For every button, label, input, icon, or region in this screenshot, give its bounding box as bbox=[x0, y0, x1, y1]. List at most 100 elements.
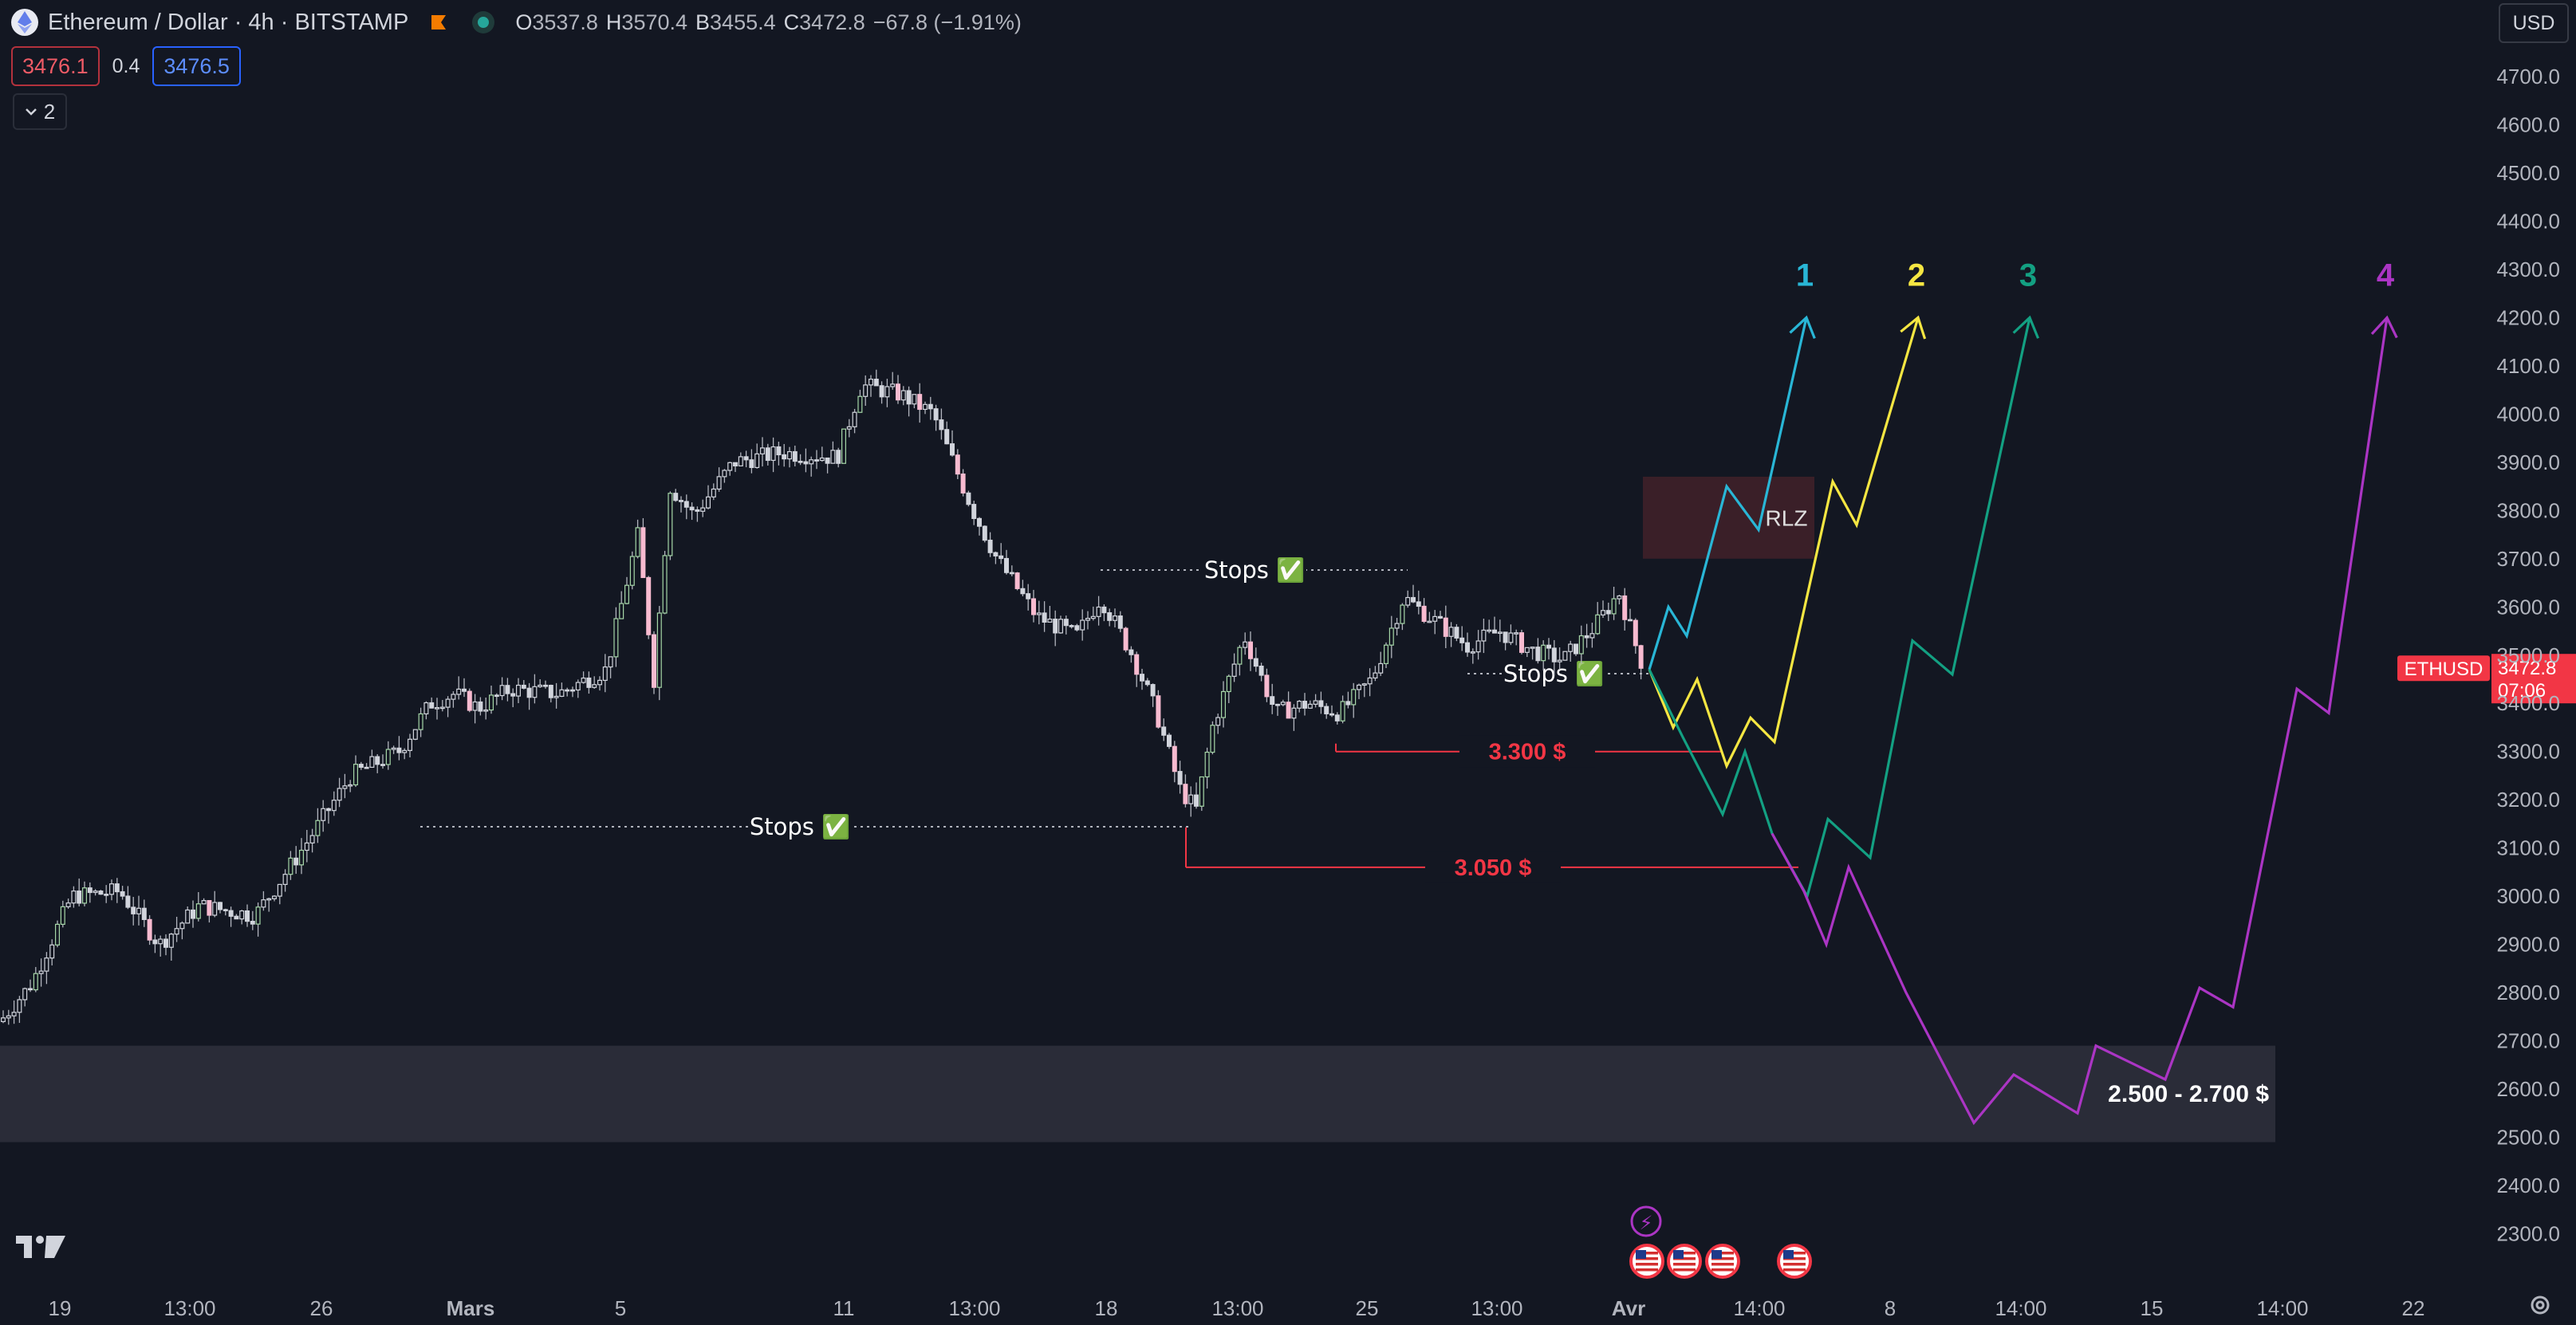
candle-body bbox=[705, 496, 711, 509]
candle-body bbox=[44, 957, 49, 972]
candle-body bbox=[412, 729, 418, 740]
symbol-tag-label: ETHUSD bbox=[2405, 659, 2483, 680]
candle-body bbox=[218, 902, 223, 910]
candle-body bbox=[418, 713, 423, 730]
stops-label-bg bbox=[748, 811, 852, 843]
x-tick-label: 14:00 bbox=[1995, 1296, 2046, 1320]
indicators-toggle-button[interactable]: 2 bbox=[13, 93, 67, 130]
candle-body bbox=[1009, 572, 1014, 575]
candle-body bbox=[478, 701, 483, 712]
candle-body bbox=[1568, 643, 1574, 652]
candle-body bbox=[629, 556, 635, 586]
candle-body bbox=[1, 1017, 6, 1023]
candle-body bbox=[87, 887, 93, 894]
candle-body bbox=[575, 682, 581, 691]
candle-body bbox=[879, 385, 884, 398]
candle-body bbox=[385, 749, 391, 765]
candle-body bbox=[152, 939, 158, 945]
candle-body bbox=[689, 506, 695, 511]
candle-body bbox=[1617, 595, 1622, 600]
y-tick-label: 2800.0 bbox=[2496, 981, 2560, 1005]
candle-body bbox=[939, 419, 944, 431]
candle-body bbox=[1156, 695, 1161, 728]
candle-body bbox=[1026, 593, 1031, 600]
candle-body bbox=[434, 706, 439, 710]
settings-gear-icon[interactable] bbox=[2527, 1292, 2554, 1319]
candle-body bbox=[1237, 647, 1243, 665]
flag-stripe bbox=[1673, 1252, 1696, 1255]
candle-body bbox=[1193, 794, 1199, 807]
y-tick-label: 3800.0 bbox=[2496, 498, 2560, 522]
flag-stripe bbox=[1673, 1268, 1696, 1272]
candle-body bbox=[1258, 665, 1264, 676]
candle-body bbox=[510, 693, 516, 697]
level-label: 3.050 $ bbox=[1455, 855, 1532, 881]
candle-body bbox=[1286, 702, 1291, 719]
candle-body bbox=[1291, 707, 1297, 719]
support-zone-label: 2.500 - 2.700 $ bbox=[2108, 1081, 2269, 1107]
candle-body bbox=[624, 584, 629, 604]
candle-body bbox=[987, 539, 993, 553]
stops-label: Stops ✅ bbox=[1503, 660, 1604, 687]
x-tick-label: 13:00 bbox=[948, 1296, 1000, 1320]
candle-body bbox=[282, 874, 288, 885]
candle-body bbox=[201, 900, 207, 905]
candle-body bbox=[451, 694, 456, 700]
candle-body bbox=[1177, 771, 1183, 785]
candle-body bbox=[1487, 629, 1492, 632]
projection-label-2: 2 bbox=[1908, 258, 1925, 293]
tradingview-logo-icon[interactable] bbox=[14, 1233, 67, 1261]
candle-body bbox=[1220, 690, 1226, 718]
sell-button[interactable]: 3476.1 bbox=[11, 46, 100, 86]
candle-body bbox=[1584, 635, 1589, 639]
candle-body bbox=[11, 1012, 17, 1016]
flag-stripe bbox=[1711, 1268, 1734, 1272]
candle-body bbox=[1459, 637, 1465, 643]
candle-body bbox=[423, 702, 429, 715]
candle-body bbox=[1383, 644, 1388, 664]
candle-body bbox=[1367, 677, 1373, 685]
candle-body bbox=[326, 808, 332, 812]
x-tick-label: 14:00 bbox=[2256, 1296, 2308, 1320]
candle-body bbox=[683, 501, 689, 508]
buy-button[interactable]: 3476.5 bbox=[152, 46, 241, 86]
candle-body bbox=[1503, 631, 1508, 643]
candle-body bbox=[743, 456, 749, 461]
candle-body bbox=[982, 525, 987, 541]
symbol-title[interactable]: Ethereum / Dollar · 4h · BITSTAMP bbox=[48, 9, 409, 35]
candle-body bbox=[565, 689, 570, 692]
flag-icon[interactable] bbox=[429, 13, 448, 32]
last-price-value: 3472.8 bbox=[2498, 658, 2556, 679]
candle-body bbox=[288, 857, 293, 875]
candle-body bbox=[120, 891, 125, 897]
candle-body bbox=[825, 457, 830, 464]
candle-body bbox=[1605, 610, 1611, 615]
candle-body bbox=[1546, 644, 1551, 649]
flag-stripe bbox=[1636, 1268, 1658, 1272]
y-tick-label: 3600.0 bbox=[2496, 595, 2560, 619]
candle-body bbox=[1638, 645, 1644, 669]
candle-body bbox=[998, 555, 1004, 560]
candle-body bbox=[158, 938, 163, 945]
candle-body bbox=[759, 447, 765, 454]
candle-body bbox=[54, 923, 60, 946]
candle-body bbox=[369, 756, 375, 769]
projection-path-1 bbox=[1648, 317, 1808, 670]
candle-body bbox=[928, 403, 933, 410]
candle-body bbox=[71, 891, 77, 904]
candle-body bbox=[542, 684, 548, 687]
candle-body bbox=[429, 702, 435, 709]
candle-body bbox=[841, 428, 846, 464]
candle-body bbox=[261, 899, 266, 908]
event-lightning-icon[interactable] bbox=[1630, 1205, 1662, 1237]
candle-body bbox=[1080, 619, 1085, 631]
y-tick-label: 4600.0 bbox=[2496, 112, 2560, 136]
event-lightning-glyph: ⚡ bbox=[1640, 1212, 1653, 1234]
flag-stripe bbox=[1711, 1263, 1734, 1266]
flag-stripe bbox=[1783, 1252, 1806, 1255]
x-tick-label: 8 bbox=[1885, 1296, 1896, 1320]
currency-selector[interactable]: USD bbox=[2499, 3, 2569, 43]
market-status-icon[interactable] bbox=[472, 11, 495, 33]
candle-body bbox=[1541, 644, 1546, 662]
